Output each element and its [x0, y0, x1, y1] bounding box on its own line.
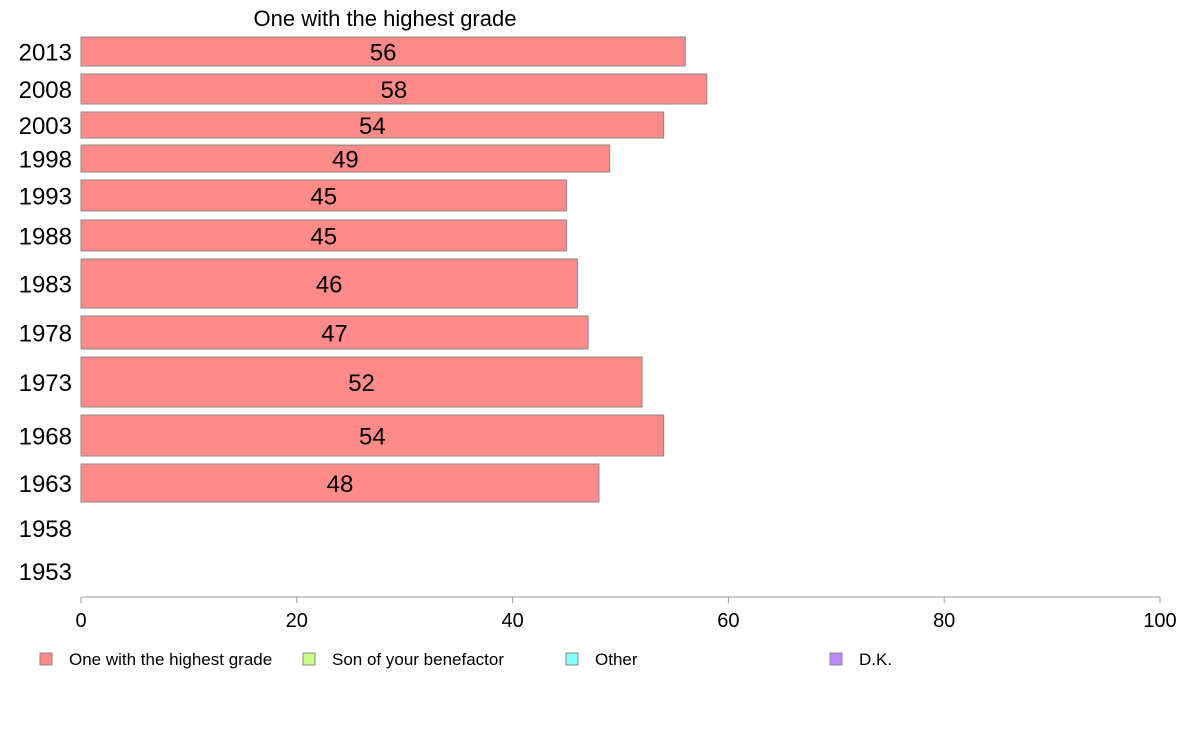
y-tick-label: 1953 [19, 559, 72, 586]
data-label: 58 [381, 77, 408, 104]
bar [80, 73, 708, 105]
data-label: 45 [310, 184, 337, 211]
data-label: 47 [321, 321, 348, 348]
bar [80, 356, 643, 408]
y-tick-label: 1998 [19, 147, 72, 174]
y-tick-label: 2013 [19, 40, 72, 67]
bar [80, 36, 686, 67]
data-label: 49 [332, 147, 359, 174]
x-axis-ticks: 0 20 40 60 80 100 [75, 597, 1177, 632]
y-tick-label: 2008 [19, 77, 72, 104]
y-tick-label: 2003 [19, 113, 72, 140]
y-tick-label: 1958 [19, 516, 72, 543]
data-label: 48 [327, 471, 354, 498]
legend-label: Son of your benefactor [332, 650, 504, 669]
bar [80, 258, 578, 309]
data-label: 56 [370, 40, 397, 67]
y-tick-label: 1983 [19, 272, 72, 299]
legend-label: Other [595, 650, 638, 669]
data-label: 52 [348, 370, 375, 397]
legend: One with the highest grade Son of your be… [39, 650, 892, 669]
legend-swatch [302, 652, 316, 666]
bar [80, 463, 600, 503]
y-tick-label: 1978 [19, 321, 72, 348]
x-tick-label: 100 [1143, 610, 1176, 632]
bar [80, 414, 665, 457]
data-label: 54 [359, 424, 386, 451]
x-tick-label: 20 [286, 610, 308, 632]
y-tick-label: 1963 [19, 471, 72, 498]
bar [80, 111, 665, 139]
x-tick-label: 40 [501, 610, 523, 632]
bar [80, 179, 568, 212]
data-label: 45 [310, 224, 337, 251]
y-tick-label: 1988 [19, 224, 72, 251]
legend-swatch [829, 652, 843, 666]
data-label: 46 [316, 272, 343, 299]
y-tick-label: 1993 [19, 184, 72, 211]
x-tick-label: 0 [75, 610, 86, 632]
bar [80, 315, 589, 350]
y-axis-labels: 2013 2008 2003 1998 1993 1988 1983 1978 1973 1968… [19, 40, 72, 587]
y-tick-label: 1973 [19, 370, 72, 397]
legend-label: D.K. [859, 650, 892, 669]
legend-label: One with the highest grade [69, 650, 272, 669]
y-tick-label: 1968 [19, 424, 72, 451]
data-label: 54 [359, 113, 386, 140]
legend-swatch [39, 652, 53, 666]
bar [80, 219, 568, 252]
x-tick-label: 60 [717, 610, 739, 632]
legend-swatch [565, 652, 579, 666]
x-tick-label: 80 [933, 610, 955, 632]
bar [80, 144, 611, 173]
chart-title: One with the highest grade [254, 6, 517, 31]
